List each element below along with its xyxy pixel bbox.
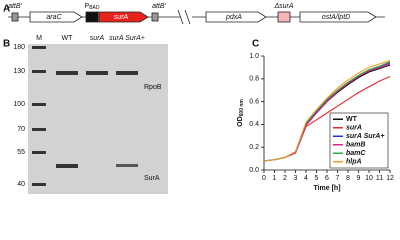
x-tick-label: 4: [304, 175, 308, 182]
y-label-text: OD: [237, 116, 244, 127]
panel-label: A: [3, 4, 10, 15]
marker-label: 70: [17, 126, 25, 133]
band-label: SurA: [144, 175, 160, 182]
x-tick-label: 5: [315, 175, 319, 182]
y-tick-label: 1.0: [249, 53, 259, 60]
y-tick-label: 0.2: [249, 144, 259, 151]
legend-label: WT: [346, 116, 358, 123]
y-tick-label: 0.6: [249, 98, 259, 105]
gel: [28, 44, 168, 194]
legend-label: surA: [346, 125, 362, 132]
lane-label: surA SurA+: [109, 35, 145, 42]
promoter-sub: BAD: [89, 5, 100, 11]
x-tick-label: 1: [273, 175, 277, 182]
x-tick-label: 0: [262, 175, 266, 182]
legend-label: bamB: [346, 142, 365, 149]
attb-label: attB': [8, 3, 22, 10]
lane-label: WT: [62, 35, 74, 42]
y-tick-label: 0.0: [249, 167, 259, 174]
marker-label: 130: [13, 68, 25, 75]
gene-label: ostA/lptD: [322, 14, 350, 21]
lane-label: surA: [90, 35, 105, 42]
figure: A attB' araC PBAD surA attB' pdxA ΔsurA …: [3, 3, 394, 194]
y-tick-label: 0.8: [249, 76, 259, 83]
gel-labels: M WT surA surA SurA+ 180 130 100 70 55 40 RpoB SurA: [13, 35, 162, 188]
gene-label: surA: [114, 14, 129, 21]
x-tick-label: 8: [346, 175, 350, 182]
gene-label: pdxA: [225, 14, 242, 21]
series-line: [263, 60, 391, 162]
promoter-text: P: [85, 3, 90, 10]
panel-label: C: [252, 39, 259, 50]
legend-label: bamC: [346, 150, 366, 157]
marker-label: 55: [17, 149, 25, 156]
gene-map: [8, 9, 385, 25]
promoter-label: PBAD: [85, 3, 100, 11]
y-axis-label: OD600 nm: [237, 99, 245, 127]
x-tick-label: 10: [365, 175, 373, 182]
x-tick-label: 11: [376, 175, 383, 182]
y-tick-label: 0.4: [249, 121, 259, 128]
x-tick-label: 3: [294, 175, 298, 182]
x-axis-label: Time [h]: [313, 185, 340, 192]
legend-label: surA SurA+: [346, 133, 384, 140]
x-tick-label: 12: [386, 175, 394, 182]
x-tick-label: 9: [357, 175, 361, 182]
panel-label: B: [3, 39, 10, 50]
attb-label: attB': [152, 3, 166, 10]
gel-bands: [32, 46, 138, 186]
legend-frame: [329, 112, 389, 169]
marker-label: 40: [17, 181, 25, 188]
x-tick-label: 2: [283, 175, 287, 182]
band-label: RpoB: [144, 84, 162, 91]
marker-label: 100: [13, 101, 25, 108]
x-tick-label: 6: [325, 175, 329, 182]
y-label-sub: 600 nm: [239, 99, 245, 117]
lane-label: M: [36, 35, 42, 42]
legend-label: hlpA: [346, 159, 362, 166]
deletion-label: ΔsurA: [273, 3, 293, 10]
page: A attB' araC PBAD surA attB' pdxA ΔsurA …: [3, 2, 394, 194]
marker-label: 180: [13, 44, 25, 51]
gene-label: araC: [46, 14, 62, 21]
x-tick-label: 7: [336, 175, 340, 182]
